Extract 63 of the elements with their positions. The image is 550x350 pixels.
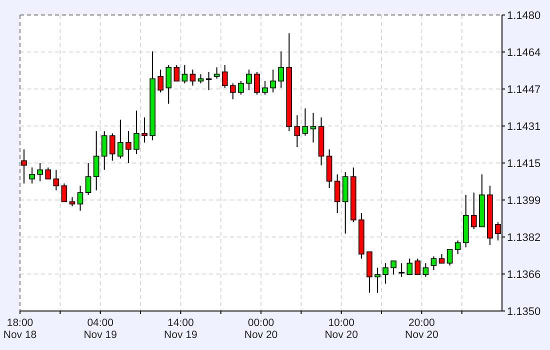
candlestick — [190, 69, 196, 86]
candlestick — [390, 260, 396, 276]
candlestick — [182, 64, 188, 84]
x-tick-label: 04:00 Nov 19 — [84, 317, 118, 341]
candlestick — [222, 64, 228, 88]
candlestick — [446, 249, 453, 266]
candlestick — [262, 80, 268, 96]
x-tick-label: 00:00 Nov 20 — [244, 317, 278, 341]
candlestick — [406, 258, 413, 276]
y-tick-label: 1.1464 — [507, 46, 541, 59]
candlestick — [53, 169, 60, 191]
candlestick — [430, 256, 437, 271]
candlestick — [382, 262, 388, 284]
y-tick-label: 1.1399 — [507, 194, 541, 207]
candlestick — [134, 110, 140, 154]
y-tick-label: 1.1431 — [507, 120, 541, 133]
candlestick — [310, 112, 316, 144]
y-tick-label: 1.1366 — [507, 268, 541, 281]
candlestick — [334, 174, 340, 214]
candlestick — [37, 162, 43, 182]
candlestick — [414, 258, 421, 276]
candlestick — [109, 132, 116, 162]
candlestick — [302, 108, 308, 136]
candlestick — [29, 167, 35, 184]
y-tick-label: 1.1480 — [507, 10, 541, 22]
candlestick — [374, 267, 380, 294]
candlestick — [45, 167, 52, 180]
candlestick — [246, 69, 252, 91]
candlestick — [438, 254, 445, 264]
candlestick — [174, 64, 180, 82]
candlestick — [230, 82, 236, 100]
y-tick-label: 1.1350 — [507, 306, 541, 318]
candlestick — [126, 130, 132, 164]
candlestick — [470, 192, 477, 230]
candlestick — [142, 116, 148, 144]
candlestick — [166, 64, 172, 104]
candlestick — [238, 80, 244, 96]
candlestick — [214, 66, 220, 80]
x-tick-label: 20:00 Nov 20 — [405, 317, 438, 341]
candlestick — [454, 240, 461, 255]
y-tick-label: 1.1447 — [507, 84, 541, 96]
candlestick — [118, 119, 124, 159]
x-tick-label: 14:00 Nov 19 — [164, 317, 198, 341]
x-tick-label: 18:00 Nov 18 — [3, 317, 37, 341]
y-tick-label: 1.1415 — [507, 158, 541, 170]
x-tick-label: 10:00 Nov 20 — [324, 317, 358, 341]
candlestick — [254, 71, 260, 96]
candlestick — [398, 262, 404, 278]
candlestick — [206, 71, 212, 91]
candlestick — [69, 196, 76, 207]
candlestick — [93, 130, 100, 191]
candlestick — [278, 50, 284, 88]
candlestick — [101, 130, 108, 170]
candlestick — [21, 148, 27, 184]
candlestick — [422, 262, 429, 278]
candlestick — [85, 162, 92, 196]
candlestick — [77, 185, 84, 212]
candlestick — [270, 69, 276, 93]
candlestick — [61, 182, 68, 202]
candlestick — [158, 69, 164, 93]
candlestick — [198, 74, 204, 84]
candlestick — [294, 114, 300, 148]
y-tick-label: 1.1382 — [507, 232, 541, 244]
